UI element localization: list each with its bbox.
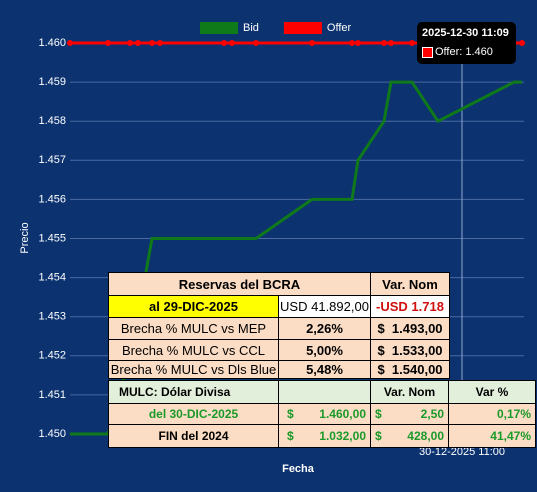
table-cell: $ 1.540,00	[370, 360, 450, 379]
y-tick-label: 1.451	[38, 389, 66, 401]
point	[157, 40, 163, 46]
table-cell: del 30-DIC-2025	[108, 403, 279, 425]
y-tick-label: 1.456	[38, 193, 66, 205]
table-cell: $ 1.533,00	[370, 339, 450, 361]
table-cell: 41,47%	[448, 424, 536, 448]
point	[381, 40, 387, 46]
y-tick-label: 1.454	[38, 272, 66, 284]
y-tick-label: 1.450	[38, 428, 66, 440]
table-cell: 0,17%	[448, 403, 536, 425]
table-cell: 2,26%	[278, 317, 371, 340]
currency: $	[375, 407, 382, 421]
currency: $	[287, 407, 294, 421]
point	[229, 40, 235, 46]
table-cell: Brecha % MULC vs CCL	[108, 339, 279, 361]
point	[221, 40, 227, 46]
point	[519, 40, 525, 46]
legend-swatch	[200, 22, 238, 34]
point	[349, 40, 355, 46]
tooltip: 2025-12-30 11:09 Offer: 1.460	[417, 22, 516, 64]
table-cell: FIN del 2024	[108, 424, 279, 448]
table-cell: $2,50	[370, 403, 449, 425]
table-cell: 5,00%	[278, 339, 371, 361]
legend-label: Offer	[327, 22, 352, 34]
point	[409, 40, 415, 46]
table-cell: Brecha % MULC vs Dls Blue	[108, 360, 279, 379]
table-cell: -USD 1.718	[370, 295, 450, 318]
point	[127, 40, 133, 46]
point	[253, 40, 259, 46]
amount: 428,00	[407, 429, 444, 443]
y-tick-label: 1.457	[38, 154, 66, 166]
table-cell: $1.460,00	[278, 403, 371, 425]
y-tick-label: 1.452	[38, 350, 66, 362]
table-cell: Brecha % MULC vs MEP	[108, 317, 279, 340]
point	[388, 40, 394, 46]
point	[135, 40, 141, 46]
point	[309, 40, 315, 46]
tooltip-title: 2025-12-30 11:09	[422, 27, 509, 39]
legend-label: Bid	[243, 22, 259, 34]
table-cell: $1.032,00	[278, 424, 371, 448]
x-tick-label: 30-12-2025 11:00	[419, 446, 505, 458]
amount: 1.032,00	[319, 429, 366, 443]
table-header-empty	[278, 380, 371, 404]
y-tick-label: 1.453	[38, 311, 66, 323]
amount: 1.460,00	[319, 407, 366, 421]
table-cell: al 29-DIC-2025	[108, 295, 279, 318]
x-axis-label: Fecha	[282, 463, 315, 475]
table-cell: $428,00	[370, 424, 449, 448]
table-cell: 5,48%	[278, 360, 371, 379]
table-header: Reservas del BCRA	[108, 272, 371, 296]
y-axis-label: Precio	[19, 222, 31, 253]
legend-swatch	[283, 22, 322, 34]
y-tick-label: 1.459	[38, 76, 66, 88]
table-header: Var %	[448, 380, 536, 404]
table-header: MULC: Dólar Divisa	[108, 380, 279, 404]
table-header: Var. Nom	[370, 272, 450, 296]
table-cell: $ 1.493,00	[370, 317, 450, 340]
tooltip-swatch	[422, 47, 433, 58]
point	[149, 40, 155, 46]
table-cell: USD 41.892,00	[278, 295, 371, 318]
amount: 2,50	[420, 407, 444, 421]
point	[105, 40, 111, 46]
table-header: Var. Nom	[370, 380, 449, 404]
y-tick-label: 1.455	[38, 232, 66, 244]
currency: $	[287, 429, 294, 443]
y-tick-label: 1.458	[38, 115, 66, 127]
y-tick-label: 1.460	[38, 37, 66, 49]
tooltip-text: Offer: 1.460	[435, 46, 493, 58]
currency: $	[375, 429, 382, 443]
point	[355, 40, 361, 46]
point	[67, 40, 73, 46]
